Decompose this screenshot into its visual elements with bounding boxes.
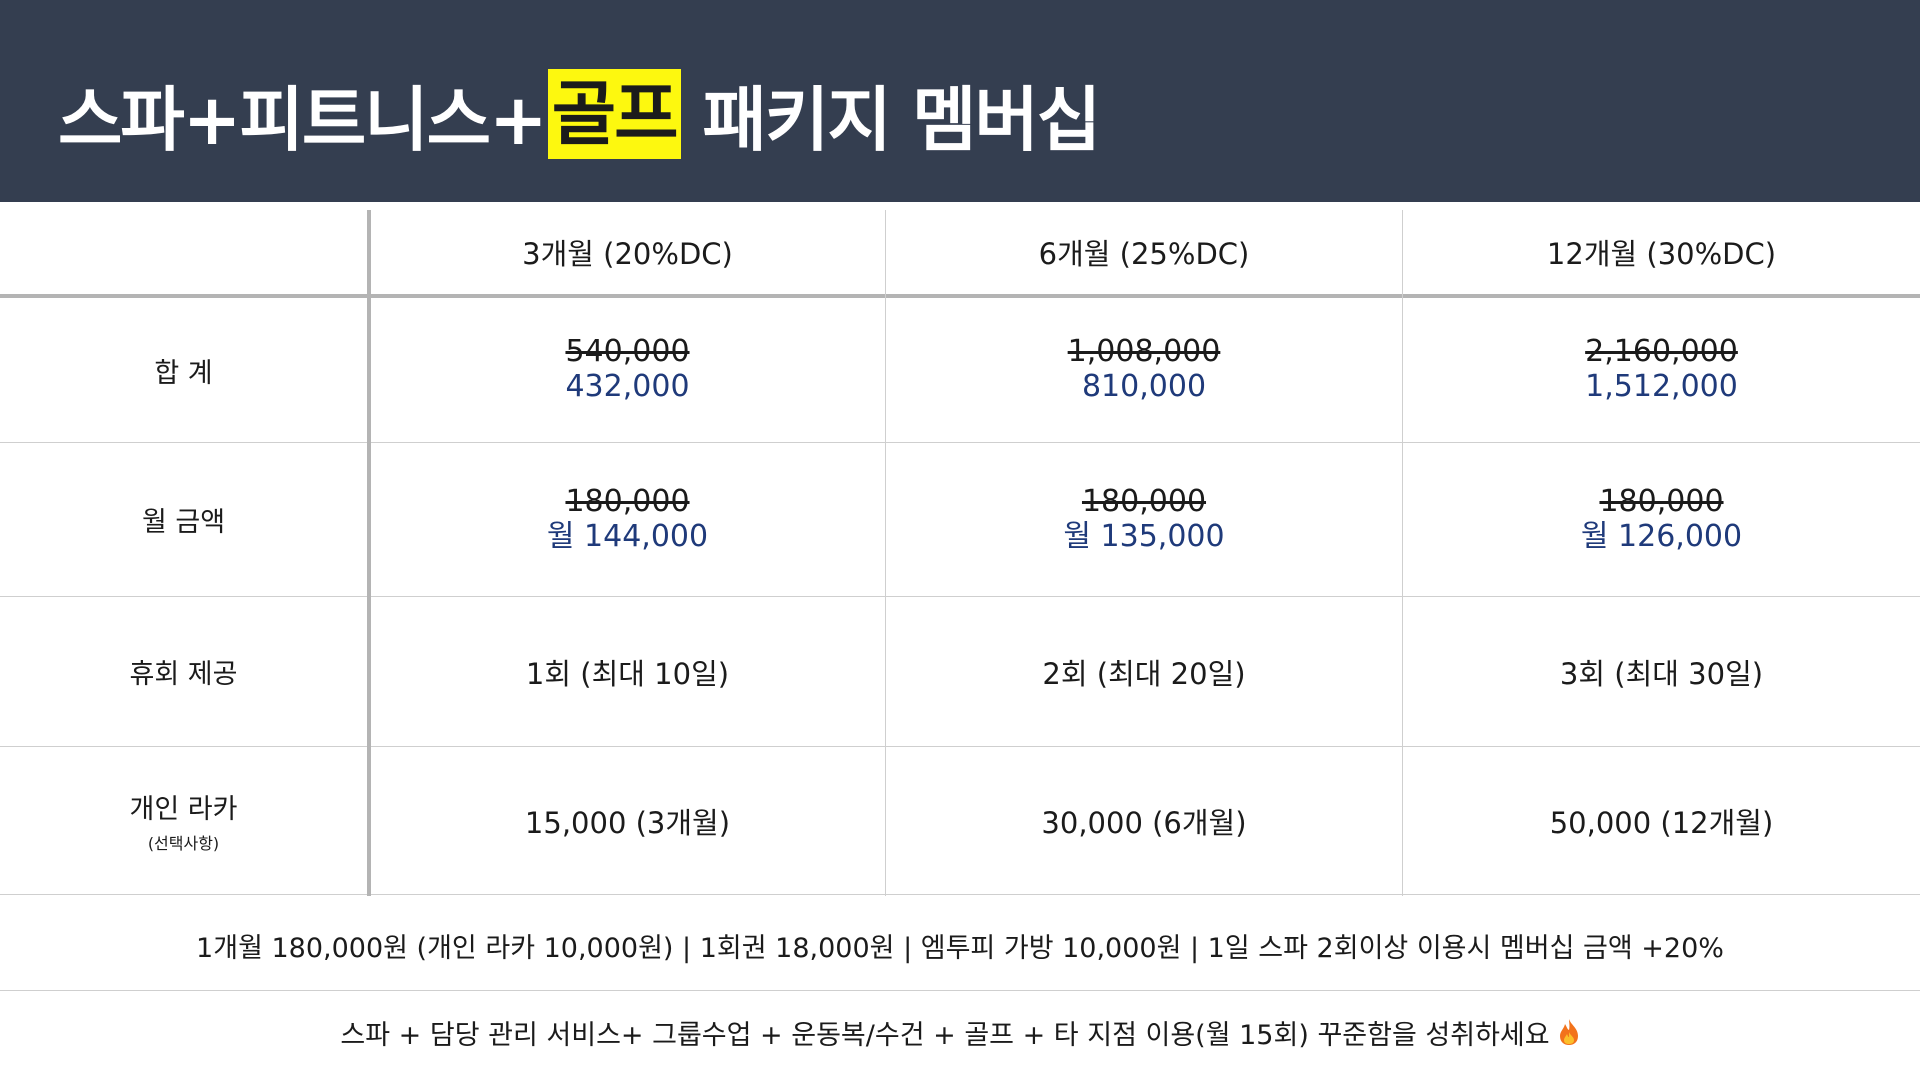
discount-price: 월 144,000 (546, 518, 709, 554)
total-6month-cell: 1,008,000 810,000 (886, 298, 1402, 442)
total-12month-cell: 2,160,000 1,512,000 (1403, 298, 1920, 442)
original-price: 180,000 (1599, 483, 1724, 519)
row-divider (0, 746, 1920, 747)
discount-price: 월 135,000 (1063, 518, 1225, 554)
row-label-suspension: 휴회 제공 (0, 597, 367, 746)
original-price: 180,000 (565, 483, 690, 519)
column-header-3month: 3개월 (20%DC) (522, 237, 733, 271)
locker-12month-cell: 50,000 (12개월) (1549, 805, 1774, 840)
header-divider (0, 294, 1920, 298)
original-price: 180,000 (1081, 483, 1207, 519)
row-divider (0, 442, 1920, 443)
column-divider (1402, 210, 1403, 896)
row-label-locker: 개인 라카 (선택사항) (0, 747, 367, 894)
pricing-note-text: 1개월 180,000원 (개인 라카 10,000원) | 1회권 18,00… (196, 932, 1724, 964)
row-divider (0, 596, 1920, 597)
label-column-divider (367, 210, 371, 896)
row-label-text: 개인 라카 (129, 794, 238, 825)
row-label-total: 합 계 (0, 298, 367, 442)
original-price: 1,008,000 (1067, 334, 1221, 369)
row-label-text: 휴회 제공 (129, 659, 238, 690)
row-label-monthly: 월 금액 (0, 443, 367, 596)
discount-price: 1,512,000 (1585, 369, 1738, 404)
suspension-3month-cell: 1회 (최대 10일) (525, 656, 730, 691)
title-text: 스파+피트니스+ (58, 78, 548, 161)
locker-3month-cell: 15,000 (3개월) (524, 805, 731, 840)
monthly-12month-cell: 180,000 월 126,000 (1403, 443, 1920, 596)
services-note-text: 스파 + 담당 관리 서비스+ 그룹수업 + 운동복/수건 + 골프 + 타 지… (340, 1019, 1550, 1051)
page-title: 스파+피트니스+ 골프 패키지 멤버십 (58, 68, 1101, 161)
discount-price: 432,000 (565, 369, 690, 404)
column-divider (885, 210, 886, 896)
total-3month-cell: 540,000 432,000 (370, 298, 885, 442)
services-note: 스파 + 담당 관리 서비스+ 그룹수업 + 운동복/수건 + 골프 + 타 지… (0, 992, 1920, 1072)
footer-divider (0, 990, 1920, 991)
original-price: 2,160,000 (1585, 334, 1738, 369)
fire-icon (1559, 1019, 1578, 1045)
locker-6month-cell: 30,000 (6개월) (1041, 805, 1247, 840)
monthly-6month-cell: 180,000 월 135,000 (886, 443, 1402, 596)
row-label-text: 월 금액 (141, 507, 226, 538)
discount-price: 월 126,000 (1580, 518, 1743, 554)
suspension-12month-cell: 3회 (최대 30일) (1559, 656, 1764, 691)
row-divider (0, 894, 1920, 895)
row-label-subtext: (선택사항) (147, 834, 220, 853)
discount-price: 810,000 (1081, 369, 1207, 404)
pricing-note: 1개월 180,000원 (개인 라카 10,000원) | 1회권 18,00… (0, 898, 1920, 992)
row-label-text: 합 계 (154, 357, 213, 389)
title-text-rest: 패키지 멤버십 (702, 78, 1102, 161)
original-price: 540,000 (565, 334, 690, 369)
monthly-3month-cell: 180,000 월 144,000 (370, 443, 885, 596)
column-header-12month: 12개월 (30%DC) (1546, 237, 1777, 271)
header-bar: 스파+피트니스+ 골프 패키지 멤버십 (0, 0, 1920, 202)
title-highlight: 골프 (547, 69, 681, 159)
suspension-6month-cell: 2회 (최대 20일) (1042, 656, 1246, 691)
column-header-6month: 6개월 (25%DC) (1038, 237, 1250, 271)
